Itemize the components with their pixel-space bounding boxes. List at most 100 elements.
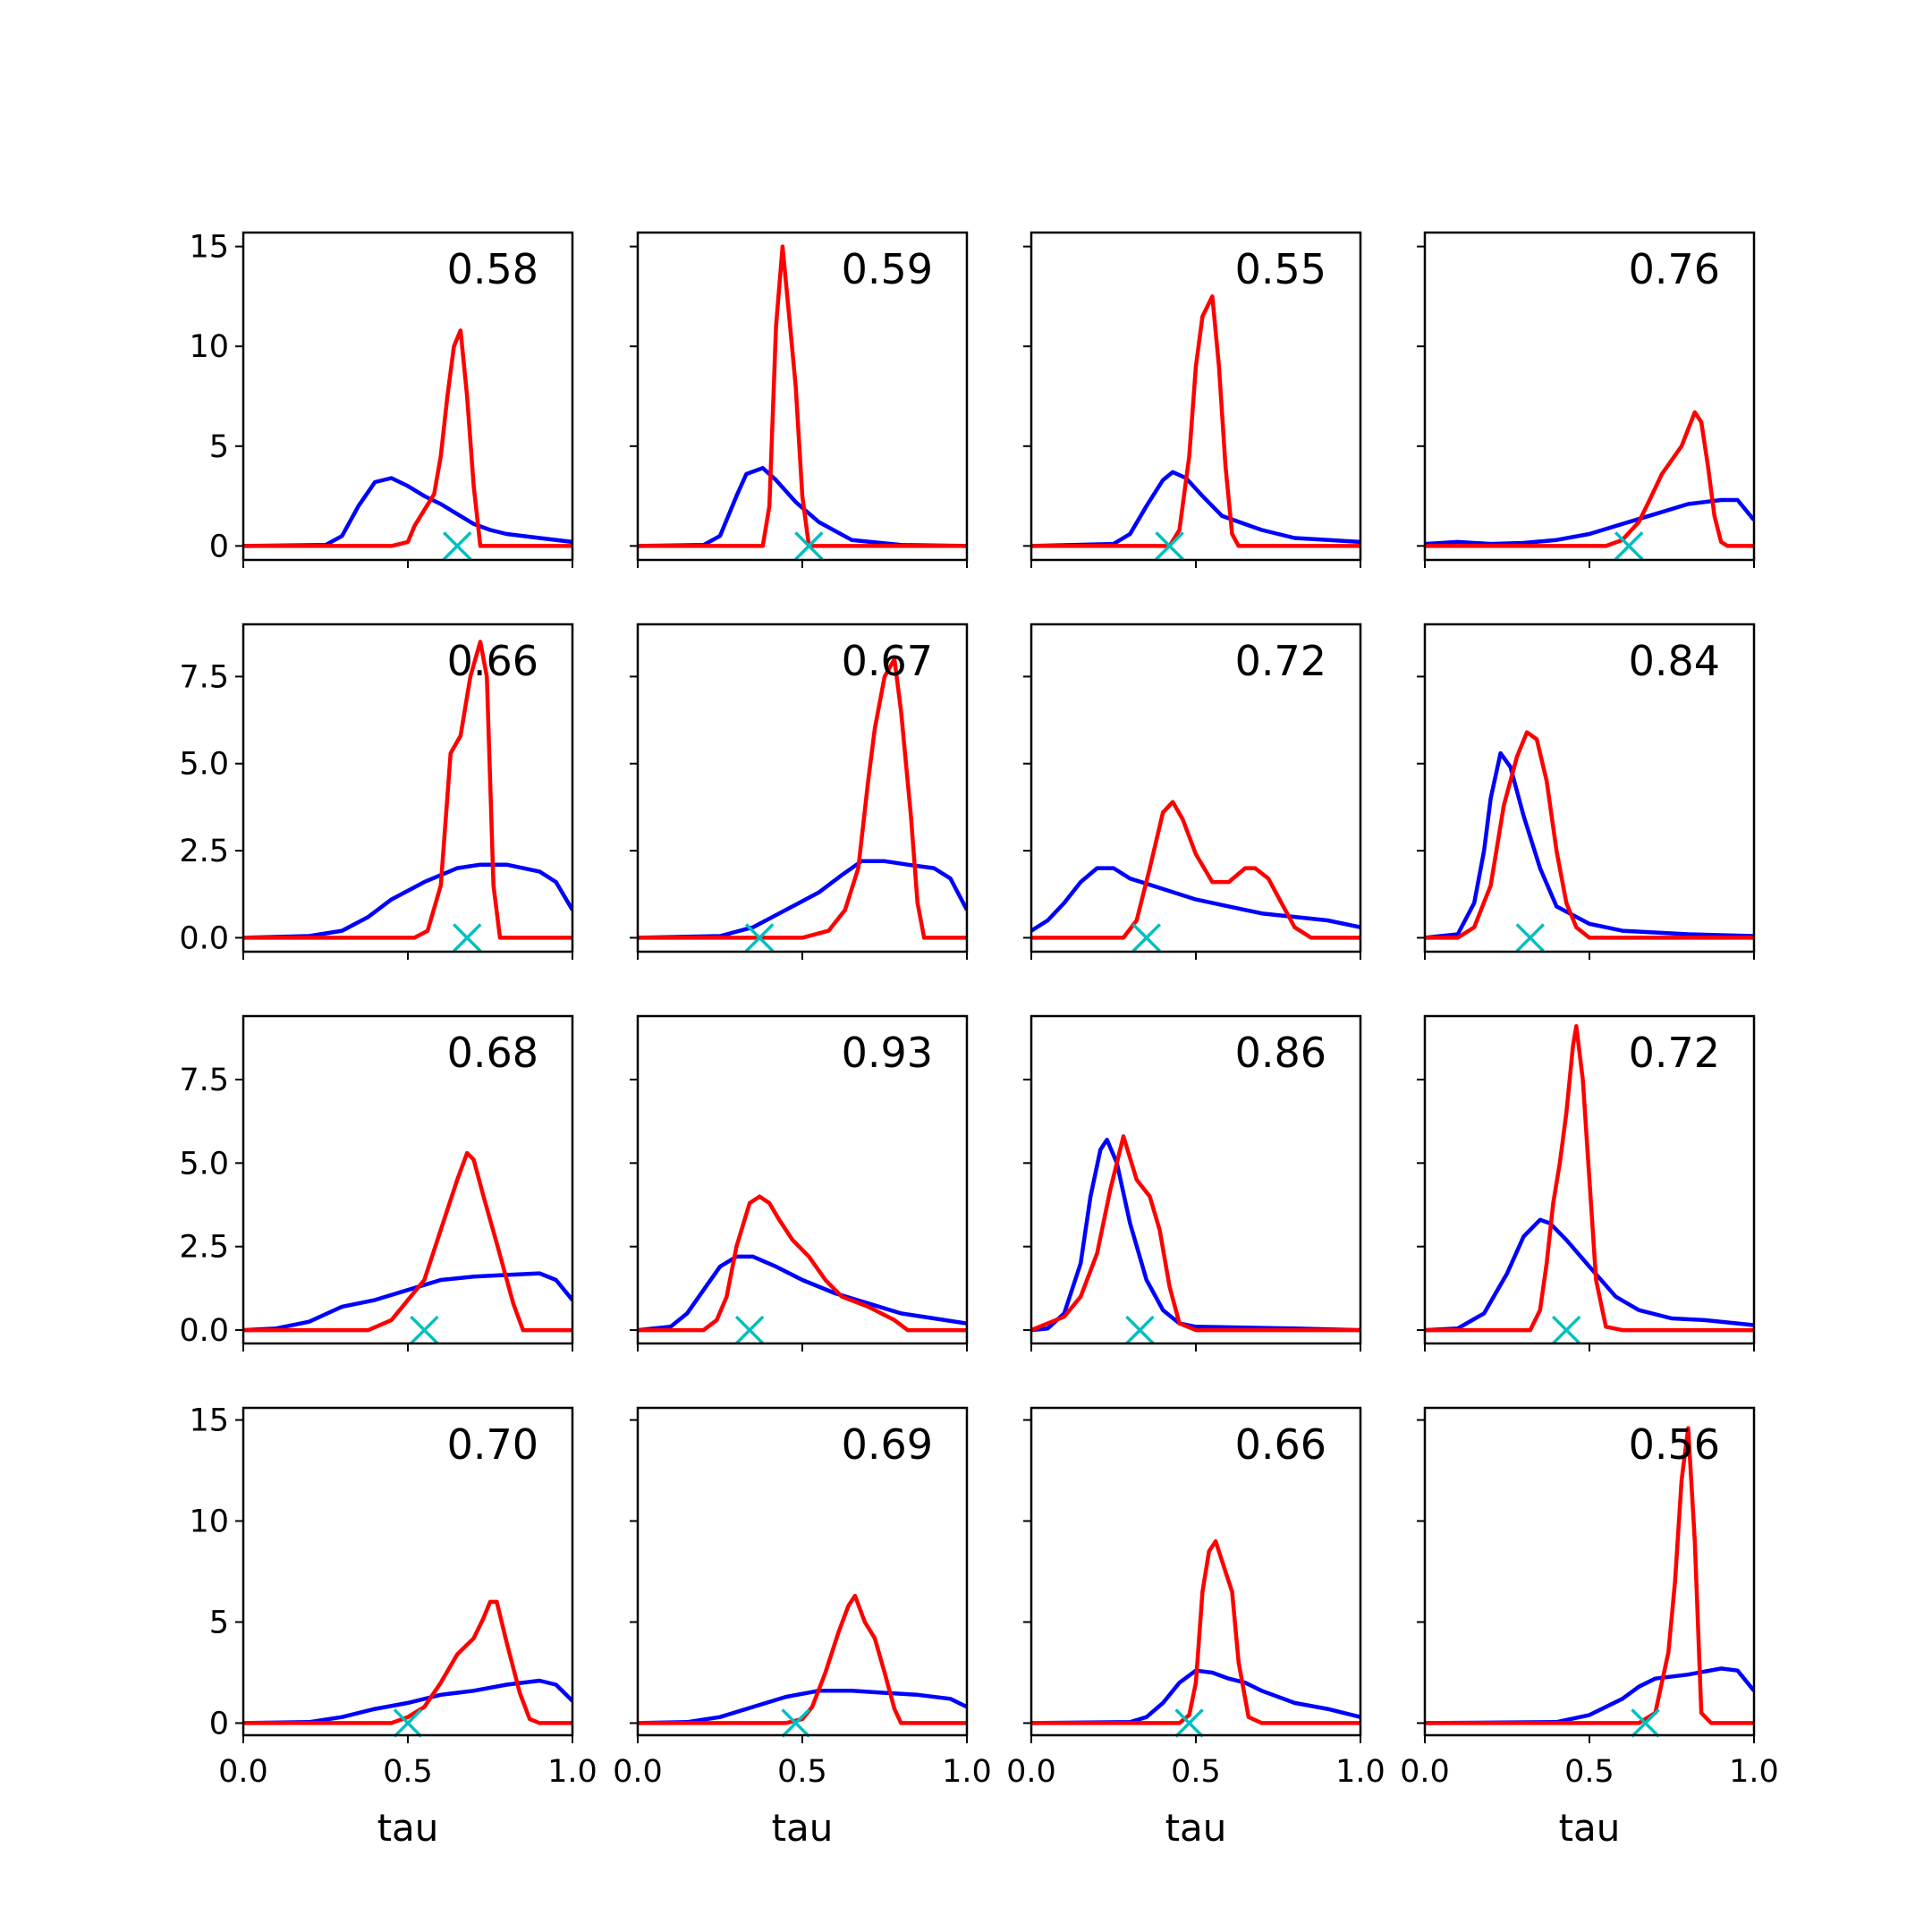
red-series-line bbox=[1031, 1134, 1360, 1333]
x-tick-label: 0.0 bbox=[1400, 1754, 1450, 1790]
panel-value-label: 0.72 bbox=[1235, 637, 1326, 685]
panel-value-label: 0.69 bbox=[842, 1420, 933, 1469]
y-tick-label: 2.5 bbox=[179, 1230, 229, 1266]
y-tick-label: 5.0 bbox=[179, 747, 229, 783]
x-marker bbox=[1174, 1708, 1204, 1738]
blue-series-line bbox=[638, 859, 967, 940]
x-marker bbox=[1125, 1315, 1155, 1345]
x-marker bbox=[794, 531, 824, 561]
panel-1: 0 5 10 15 0.58 bbox=[189, 230, 574, 568]
x-marker bbox=[1515, 923, 1545, 953]
x-tick-label: 0.5 bbox=[1564, 1754, 1614, 1790]
x-tick-label: 1.0 bbox=[1729, 1754, 1779, 1790]
x-tick-label: 1.0 bbox=[1335, 1754, 1385, 1790]
panel-8: 0.84 bbox=[1417, 623, 1756, 960]
y-tick-label: 0 bbox=[209, 529, 229, 564]
x-marker bbox=[1614, 531, 1644, 561]
blue-series-line bbox=[1425, 1666, 1754, 1725]
x-tick-label: 0.0 bbox=[613, 1754, 663, 1790]
blue-series-line bbox=[1031, 1668, 1360, 1725]
blue-series-line bbox=[1031, 866, 1360, 933]
panel-value-label: 0.70 bbox=[447, 1420, 538, 1469]
blue-series-line bbox=[243, 476, 572, 548]
panel-15: 0.0 0.5 1.0 tau 0.66 bbox=[1006, 1406, 1385, 1850]
panel-4: 0.76 bbox=[1417, 231, 1756, 568]
panel-value-label: 0.76 bbox=[1629, 245, 1720, 293]
y-tick-label: 0.0 bbox=[179, 920, 229, 956]
panel-value-label: 0.93 bbox=[842, 1029, 933, 1077]
panel-6: 0.67 bbox=[630, 623, 969, 960]
red-series-line bbox=[638, 244, 967, 548]
panel-5: 0.0 2.5 5.0 7.5 0.66 bbox=[179, 623, 574, 960]
red-series-line bbox=[638, 657, 967, 940]
y-tick-label: 15 bbox=[189, 1403, 229, 1439]
red-series-line bbox=[243, 328, 572, 548]
y-tick-label: 0 bbox=[209, 1706, 229, 1741]
blue-series-line bbox=[1425, 750, 1754, 940]
x-tick-label: 0.0 bbox=[1006, 1754, 1056, 1790]
blue-series-line bbox=[243, 1678, 572, 1725]
panel-2: 0.59 bbox=[630, 231, 969, 568]
x-axis-label: tau bbox=[377, 1806, 439, 1850]
panel-value-label: 0.55 bbox=[1235, 245, 1326, 293]
red-series-line bbox=[1425, 730, 1754, 940]
x-tick-label: 0.5 bbox=[777, 1754, 827, 1790]
y-tick-label: 7.5 bbox=[179, 659, 229, 695]
x-marker bbox=[781, 1708, 810, 1738]
red-series-line bbox=[1031, 800, 1360, 940]
panel-value-label: 0.68 bbox=[447, 1029, 538, 1077]
panel-13: 0 5 10 15 0.0 0.5 1.0 tau 0.70 bbox=[189, 1403, 597, 1850]
blue-series-line bbox=[1031, 1137, 1360, 1333]
x-marker bbox=[393, 1708, 423, 1738]
x-marker bbox=[744, 923, 775, 953]
x-marker bbox=[410, 1315, 439, 1345]
x-axis-label: tau bbox=[1559, 1806, 1621, 1850]
y-tick-label: 10 bbox=[189, 329, 229, 365]
red-series-line bbox=[243, 1150, 572, 1333]
x-tick-label: 0.5 bbox=[1171, 1754, 1221, 1790]
red-series-line bbox=[638, 1194, 967, 1333]
red-series-line bbox=[1031, 1538, 1360, 1725]
panel-16: 0.0 0.5 1.0 tau 0.56 bbox=[1400, 1406, 1779, 1850]
x-marker bbox=[1155, 531, 1184, 561]
panel-11: 0.86 bbox=[1023, 1014, 1362, 1352]
x-tick-label: 1.0 bbox=[547, 1754, 597, 1790]
x-marker bbox=[453, 923, 482, 953]
y-tick-label: 10 bbox=[189, 1504, 229, 1540]
red-series-line bbox=[1425, 410, 1754, 548]
x-axis-label: tau bbox=[772, 1806, 834, 1850]
panel-value-label: 0.56 bbox=[1629, 1420, 1720, 1469]
panel-value-label: 0.67 bbox=[842, 637, 933, 685]
y-tick-label: 5.0 bbox=[179, 1146, 229, 1182]
panel-value-label: 0.66 bbox=[447, 637, 538, 685]
x-marker bbox=[442, 531, 472, 561]
panel-value-label: 0.66 bbox=[1235, 1420, 1326, 1469]
panel-value-label: 0.84 bbox=[1629, 637, 1720, 685]
x-marker bbox=[734, 1315, 765, 1345]
y-tick-label: 2.5 bbox=[179, 834, 229, 869]
x-tick-label: 0.0 bbox=[218, 1754, 268, 1790]
blue-series-line bbox=[1425, 497, 1754, 547]
red-series-line bbox=[1425, 1023, 1754, 1333]
blue-series-line bbox=[1425, 1217, 1754, 1333]
x-tick-label: 1.0 bbox=[942, 1754, 992, 1790]
panel-12: 0.72 bbox=[1417, 1014, 1756, 1352]
x-axis-label: tau bbox=[1165, 1806, 1227, 1850]
y-tick-label: 7.5 bbox=[179, 1063, 229, 1098]
y-tick-label: 5 bbox=[209, 1605, 229, 1640]
red-series-line bbox=[1031, 294, 1360, 548]
panel-value-label: 0.59 bbox=[842, 245, 933, 293]
blue-series-line bbox=[1031, 470, 1360, 548]
panel-3: 0.55 bbox=[1023, 231, 1362, 568]
panel-7: 0.72 bbox=[1023, 623, 1362, 960]
panel-9: 0.0 2.5 5.0 7.5 0.68 bbox=[179, 1014, 574, 1352]
panel-value-label: 0.86 bbox=[1235, 1029, 1326, 1077]
red-series-line bbox=[1425, 1426, 1754, 1725]
panel-14: 0.0 0.5 1.0 tau 0.69 bbox=[613, 1406, 992, 1850]
y-tick-label: 0.0 bbox=[179, 1313, 229, 1349]
x-marker bbox=[1631, 1708, 1660, 1738]
panel-value-label: 0.58 bbox=[447, 245, 538, 293]
x-marker bbox=[1131, 923, 1162, 953]
x-tick-label: 0.5 bbox=[383, 1754, 433, 1790]
